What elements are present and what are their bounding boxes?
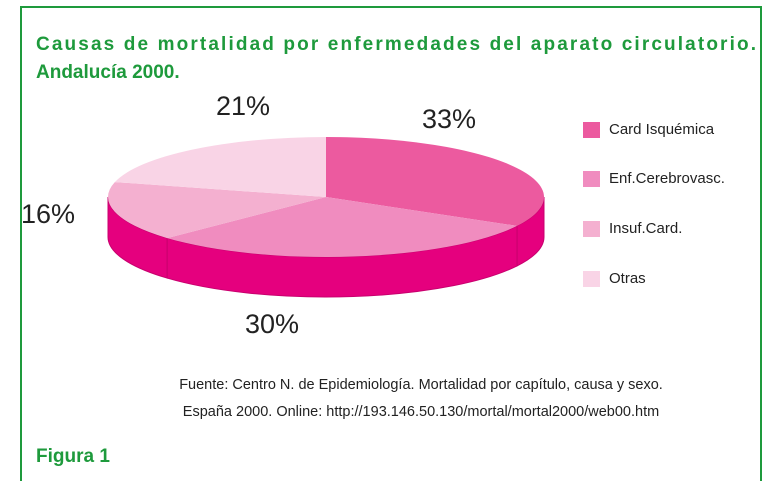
chart-title: Causas de mortalidad por enfermedades de… [36, 34, 756, 55]
slice [108, 182, 326, 239]
frame [20, 6, 762, 481]
slice [167, 197, 518, 257]
source: España 2000. Online: http://193.146.50.1… [183, 404, 659, 420]
legend-label: Otras [609, 270, 646, 287]
figure-label: Figura 1 [36, 446, 110, 467]
legend-swatch [583, 122, 600, 138]
chart-title: Andalucía 2000. [36, 62, 180, 83]
legend-label: Insuf.Card. [609, 220, 682, 237]
legend-swatch [583, 221, 600, 237]
data-label: 33% [422, 104, 476, 134]
legend-swatch [583, 271, 600, 287]
slice [114, 137, 326, 197]
source: Fuente: Centro N. de Epidemiología. Mort… [179, 377, 663, 393]
legend-label: Card Isquémica [609, 121, 715, 138]
data-label: 16% [21, 199, 75, 229]
data-label: 30% [245, 309, 299, 339]
legend-label: Enf.Cerebrovasc. [609, 170, 725, 187]
data-label: 21% [216, 91, 270, 121]
slice [326, 137, 544, 226]
legend-swatch [583, 171, 600, 187]
